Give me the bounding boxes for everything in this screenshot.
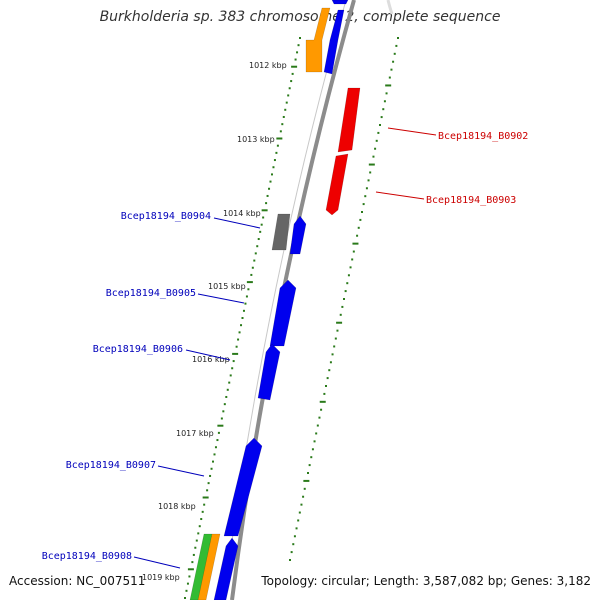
- ruler-labels: 1012 kbp 1013 kbp 1014 kbp 1015 kbp 1016 kbp…: [142, 61, 287, 582]
- green-feature: [189, 533, 213, 600]
- label-leader-line: [185, 349, 231, 361]
- topology-text: Topology: circular; Length: 3,587,082 bp…: [261, 574, 591, 588]
- label-leader-line: [375, 191, 425, 200]
- outer-arc: [386, 0, 394, 15]
- ruler-label: 1017 kbp: [176, 429, 214, 438]
- map-title: Burkholderia sp. 383 chromosome 2, compl…: [99, 9, 501, 25]
- gene-label: Bcep18194_B0905: [106, 288, 196, 299]
- gene-label: Bcep18194_B0903: [426, 195, 516, 206]
- ruler-label: 1019 kbp: [142, 573, 180, 582]
- blue-gene-b0904: [289, 215, 307, 255]
- gene-label: Bcep18194_B0902: [438, 131, 528, 142]
- label-leader-line: [157, 465, 205, 477]
- orange-feature: [305, 7, 331, 73]
- blue-gene-b0905: [269, 279, 297, 347]
- gene-label: Bcep18194_B0904: [121, 211, 211, 222]
- gene-labels: Bcep18194_B0902 Bcep18194_B0903 Bcep18194_…: [42, 127, 528, 569]
- red-gene-b0903: [325, 153, 349, 216]
- gene-label: Bcep18194_B0907: [66, 460, 156, 471]
- blue-gene-b0907: [223, 437, 263, 537]
- accession-text: Accession: NC_007511: [9, 574, 146, 588]
- orange-feature-b: [197, 533, 221, 600]
- grey-gene: [271, 213, 291, 251]
- label-leader-line: [197, 293, 245, 304]
- blue-gene-top: [331, 0, 349, 5]
- gene-features: [189, 0, 361, 600]
- blue-gene: [323, 9, 345, 75]
- blue-gene-b0906: [257, 343, 281, 401]
- label-leader-line: [387, 127, 437, 136]
- blue-gene-b0908: [213, 537, 239, 600]
- gene-label: Bcep18194_B0906: [93, 344, 183, 355]
- label-leader-line: [133, 556, 181, 569]
- label-leader-line: [213, 217, 261, 229]
- red-gene-b0902: [337, 87, 361, 153]
- ruler-label: 1012 kbp: [249, 61, 287, 70]
- tick-marks: [184, 37, 399, 599]
- gene-label: Bcep18194_B0908: [42, 551, 132, 562]
- ruler-label: 1018 kbp: [158, 502, 196, 511]
- ruler-label: 1013 kbp: [237, 135, 275, 144]
- ruler-label: 1014 kbp: [223, 209, 261, 218]
- ruler-label: 1015 kbp: [208, 282, 246, 291]
- ruler-label: 1016 kbp: [192, 355, 230, 364]
